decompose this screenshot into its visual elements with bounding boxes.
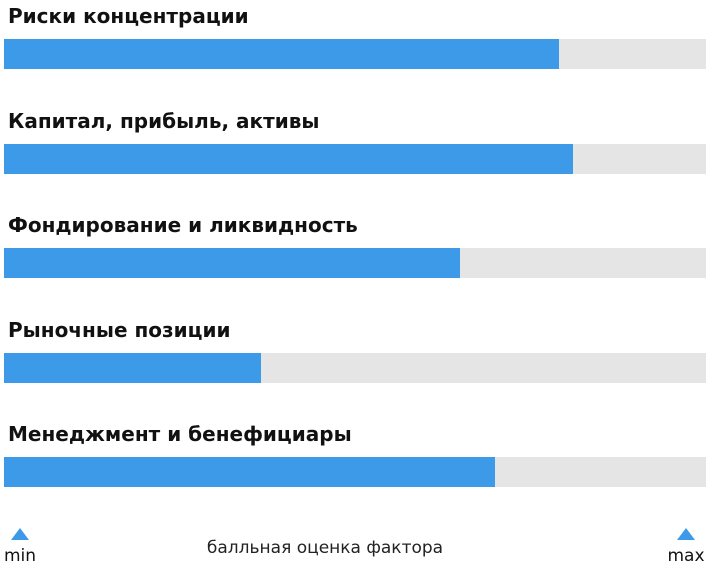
factor-row: Капитал, прибыль, активы <box>4 109 706 179</box>
factor-bar-fill <box>4 352 261 383</box>
factor-bar-fill <box>4 143 573 174</box>
factor-row: Риски концентрации <box>4 4 706 74</box>
min-label: min <box>3 546 37 566</box>
max-triangle-icon <box>677 528 695 540</box>
scale-caption: балльная оценка фактора <box>206 538 444 558</box>
factor-label: Рыночные позиции <box>8 317 231 342</box>
factor-bar-fill <box>4 457 496 487</box>
factor-label: Капитал, прибыль, активы <box>8 108 320 133</box>
max-label: max <box>667 546 705 566</box>
min-triangle-icon <box>11 528 29 540</box>
factor-row: Менеджмент и бенефициары <box>4 422 706 492</box>
factor-bar-track <box>4 39 706 69</box>
factor-label: Менеджмент и бенефициары <box>8 422 352 446</box>
factor-bar-track <box>4 143 706 174</box>
factor-bar-track <box>4 352 706 383</box>
factor-row: Рыночные позиции <box>4 318 706 388</box>
factor-bar-track <box>4 248 706 278</box>
max-marker: max <box>666 528 706 566</box>
factor-bar-fill <box>4 39 559 69</box>
score-scale: min балльная оценка фактора max <box>0 528 706 575</box>
factor-bar-track <box>4 457 706 487</box>
factor-label: Фондирование и ликвидность <box>8 213 358 237</box>
min-marker: min <box>0 528 40 566</box>
factor-label: Риски концентрации <box>8 4 249 28</box>
factor-bar-fill <box>4 248 461 278</box>
factor-row: Фондирование и ликвидность <box>4 213 706 283</box>
